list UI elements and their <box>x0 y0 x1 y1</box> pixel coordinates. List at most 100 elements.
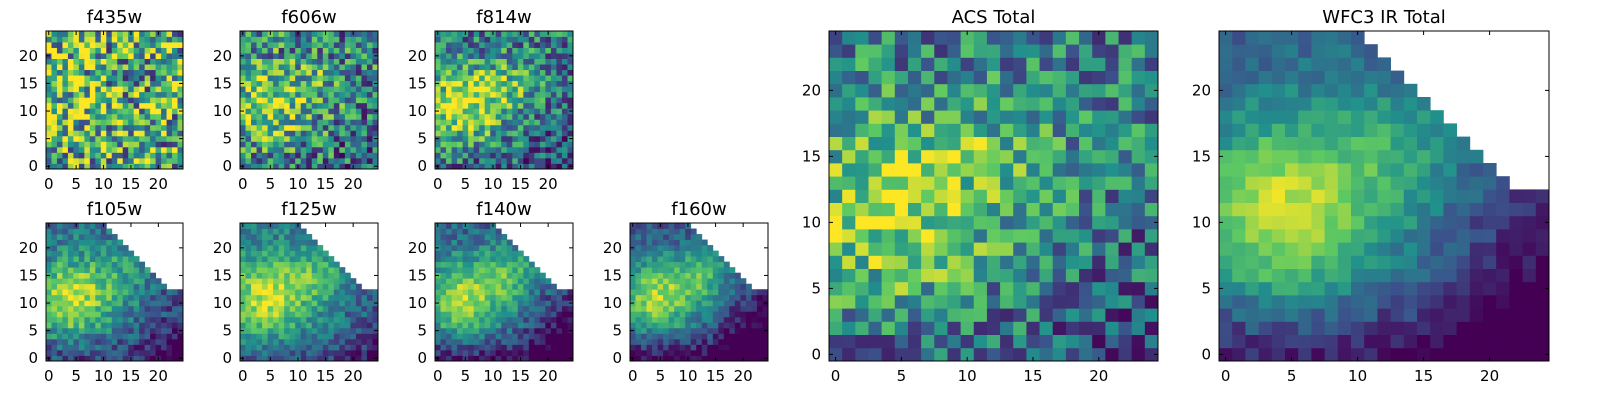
heatmap-cell <box>506 58 513 65</box>
heatmap-cell <box>1131 44 1146 58</box>
heatmap-cell <box>172 58 178 65</box>
heatmap-cell <box>89 53 96 59</box>
heatmap-cell <box>95 256 102 263</box>
heatmap-cell <box>84 250 91 257</box>
heatmap-cell <box>366 36 373 43</box>
heatmap-cell <box>1509 334 1523 349</box>
heatmap-cell <box>56 289 63 296</box>
heatmap-cell <box>550 64 557 71</box>
heatmap-cell <box>881 347 896 362</box>
heatmap-cell <box>311 239 318 246</box>
heatmap-cell <box>111 355 118 362</box>
heatmap-cell <box>256 97 263 104</box>
heatmap-cell <box>95 245 102 251</box>
heatmap-cell <box>317 135 324 142</box>
heatmap-cell <box>1118 97 1133 111</box>
heatmap-cell <box>550 53 557 59</box>
heatmap-cell <box>545 42 552 48</box>
heatmap-cell <box>756 300 763 307</box>
heatmap-cell <box>718 322 725 329</box>
heatmap-cell <box>67 141 74 148</box>
heatmap-cell <box>894 295 909 309</box>
heatmap-cell <box>161 124 167 131</box>
heatmap-cell <box>881 136 896 151</box>
heatmap-cell <box>435 146 441 153</box>
heatmap-cell <box>479 294 486 301</box>
heatmap-cell <box>435 157 441 164</box>
heatmap-cell <box>446 69 452 76</box>
heatmap-cell <box>512 42 519 48</box>
heatmap-cell <box>473 278 480 285</box>
heatmap-cell <box>300 80 307 87</box>
heatmap-cell <box>1105 97 1119 111</box>
heatmap-cell <box>1092 281 1106 296</box>
heatmap-cell <box>1456 347 1471 362</box>
heatmap-cell <box>473 261 480 268</box>
heatmap-cell <box>172 344 178 351</box>
heatmap-cell <box>78 113 85 120</box>
heatmap-cell <box>89 305 96 312</box>
heatmap-cell <box>366 47 373 54</box>
heatmap-cell <box>1118 123 1133 137</box>
heatmap-cell <box>842 57 856 71</box>
heatmap-cell <box>117 152 124 159</box>
heatmap-cell <box>451 130 458 137</box>
heatmap-cell <box>267 119 274 126</box>
heatmap-cell <box>256 338 263 345</box>
heatmap-cell <box>95 86 102 93</box>
heatmap-cell <box>51 344 58 351</box>
heatmap-cell <box>451 141 458 148</box>
heatmap-cell <box>1535 334 1550 349</box>
y-tick-label: 15 <box>408 266 427 284</box>
heatmap-cell <box>177 31 184 37</box>
heatmap-cell <box>479 124 486 131</box>
heatmap-cell <box>133 135 140 142</box>
heatmap-cell <box>133 119 140 126</box>
heatmap-cell <box>267 327 274 334</box>
heatmap-cell <box>462 278 469 285</box>
heatmap-cell <box>344 272 351 279</box>
heatmap-cell <box>652 305 658 312</box>
heatmap-cell <box>350 349 357 356</box>
heatmap-cell <box>1298 295 1312 309</box>
heatmap-cell <box>95 163 102 170</box>
heatmap-cell <box>756 289 763 296</box>
heatmap-cell <box>172 152 178 159</box>
heatmap-cell <box>652 261 658 268</box>
heatmap-cell <box>344 102 351 109</box>
heatmap-cell <box>1026 163 1040 177</box>
heatmap-cell <box>273 102 280 109</box>
heatmap-cell <box>117 141 124 148</box>
heatmap-cell <box>128 102 135 109</box>
heatmap-cell <box>350 113 357 120</box>
heatmap-cell <box>289 228 296 235</box>
heatmap-cell <box>155 152 162 159</box>
heatmap-cell <box>273 86 280 93</box>
heatmap-cell <box>457 245 463 251</box>
heatmap-cell <box>446 311 452 318</box>
heatmap-cell <box>322 146 329 153</box>
heatmap-cell <box>973 202 988 217</box>
heatmap-cell <box>490 327 497 334</box>
heatmap-cell <box>646 289 653 296</box>
heatmap-cell <box>62 294 69 301</box>
heatmap-cell <box>490 146 497 153</box>
heatmap-cell <box>685 338 692 345</box>
heatmap-cell <box>355 283 362 290</box>
heatmap-cell <box>133 261 140 268</box>
heatmap-cell <box>284 53 291 59</box>
heatmap-cell <box>668 300 675 307</box>
heatmap-cell <box>723 305 730 312</box>
heatmap-cell <box>539 349 546 356</box>
heatmap-cell <box>355 316 362 323</box>
heatmap-cell <box>117 278 124 285</box>
heatmap-cell <box>679 223 686 229</box>
heatmap-cell <box>907 255 922 269</box>
heatmap-cell <box>295 53 302 59</box>
heatmap-cell <box>868 202 883 217</box>
heatmap-cell <box>289 322 296 329</box>
heatmap-cell <box>1105 110 1119 124</box>
heatmap-cell <box>67 69 74 76</box>
